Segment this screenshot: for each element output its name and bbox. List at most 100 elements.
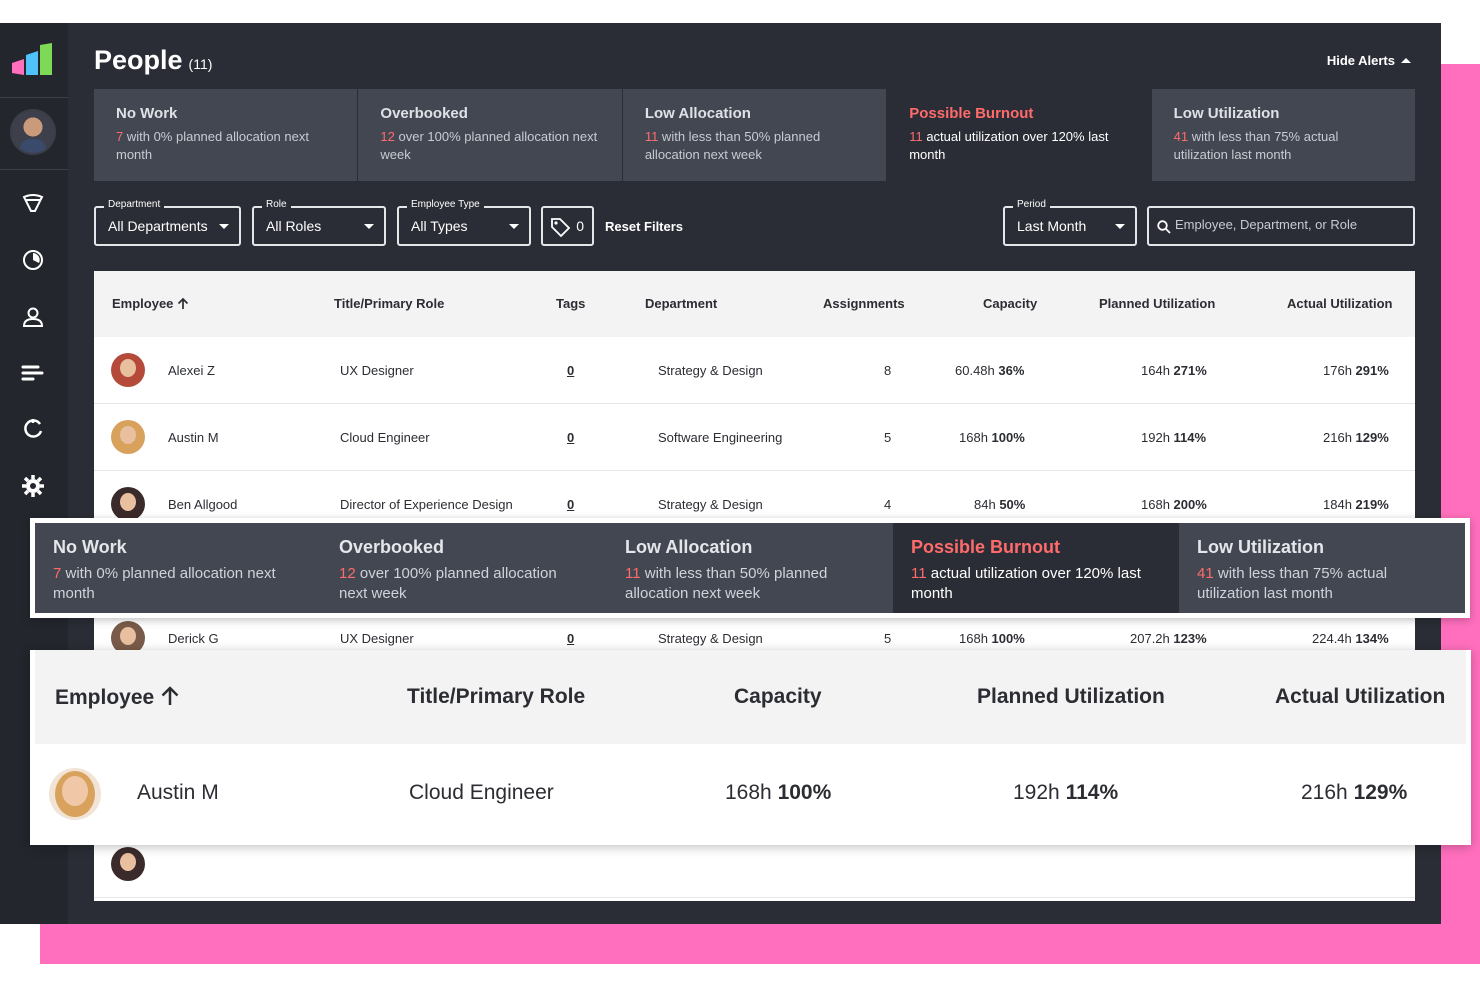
alert-card-possible-burnout[interactable]: Possible Burnout 11 actual utilization o… <box>893 523 1179 613</box>
chevron-down-icon <box>509 224 519 229</box>
capacity-hours: 60.48h <box>955 363 995 378</box>
alert-text: with less than 75% actual utilization la… <box>1173 129 1339 162</box>
column-header-planned[interactable]: Planned Utilization <box>977 685 1165 708</box>
alert-count: 11 <box>644 129 659 144</box>
tags-link[interactable]: 0 <box>567 631 575 646</box>
actual-hours: 216h <box>1323 430 1352 445</box>
hide-alerts-button[interactable]: Hide Alerts <box>1327 53 1411 68</box>
page-header: People (11) <box>94 45 212 76</box>
column-header-tags[interactable]: Tags <box>556 296 586 311</box>
column-header-capacity[interactable]: Capacity <box>734 685 822 708</box>
alert-title: Low Allocation <box>625 537 753 557</box>
alert-description: 41 with less than 75% actual utilization… <box>1197 564 1447 604</box>
column-header-planned[interactable]: Planned Utilization <box>1099 296 1216 311</box>
alert-description: 7 with 0% planned allocation next month <box>116 128 335 164</box>
capacity-hours: 168h <box>725 781 772 804</box>
capacity-hours: 168h <box>959 430 988 445</box>
employee-name[interactable]: Austin M <box>168 430 219 445</box>
alert-card-overbooked[interactable]: Overbooked 12 over 100% planned allocati… <box>321 523 607 613</box>
title-cell: Director of Experience Design <box>340 497 513 512</box>
period-label: Period <box>1013 199 1050 210</box>
table-row[interactable] <box>94 831 1415 898</box>
alert-description: 7 with 0% planned allocation next month <box>53 564 303 604</box>
department-label: Department <box>104 199 165 210</box>
column-header-actual[interactable]: Actual Utilization <box>1287 296 1393 311</box>
employee-name[interactable]: Alexei Z <box>168 363 215 378</box>
alert-description: 11 with less than 50% planned allocation… <box>625 564 875 604</box>
column-header-assignments[interactable]: Assignments <box>823 296 905 311</box>
column-header-employee[interactable]: Employee <box>55 685 180 710</box>
planned-cell: 207.2h 123% <box>1130 631 1207 646</box>
column-header-title[interactable]: Title/Primary Role <box>334 296 445 311</box>
capacity-percent: 100% <box>991 631 1025 646</box>
role-select[interactable]: Role All Roles <box>252 199 386 246</box>
chevron-down-icon <box>1115 224 1125 229</box>
avatar[interactable] <box>10 109 56 155</box>
bars-list-icon[interactable] <box>20 360 46 386</box>
alert-count: 41 <box>1173 129 1189 144</box>
alert-text: over 100% planned allocation next week <box>380 129 598 162</box>
gear-icon[interactable] <box>20 473 46 499</box>
table-row[interactable]: Austin M Cloud Engineer 0 Software Engin… <box>94 404 1415 471</box>
employee-name[interactable]: Derick G <box>168 631 219 646</box>
alert-title: Overbooked <box>339 537 445 557</box>
alert-title: Possible Burnout <box>909 105 1034 122</box>
alert-text: actual utilization over 120% last month <box>909 129 1109 162</box>
alert-card-low-allocation[interactable]: Low Allocation 11 with less than 50% pla… <box>607 523 893 613</box>
avatar <box>111 420 145 454</box>
alert-count: 7 <box>116 129 124 144</box>
department-select[interactable]: Department All Departments <box>94 199 241 246</box>
alert-description: 12 over 100% planned allocation next wee… <box>339 564 589 604</box>
alert-card-overbooked[interactable]: Overbooked 12 over 100% planned allocati… <box>358 89 623 181</box>
alert-title: Overbooked <box>380 105 468 122</box>
employee-name[interactable]: Austin M <box>137 781 219 804</box>
alert-title: Possible Burnout <box>911 537 1061 557</box>
column-header-department[interactable]: Department <box>645 296 718 311</box>
alert-card-low-utilization[interactable]: Low Utilization 41 with less than 75% ac… <box>1179 523 1465 613</box>
alert-text: actual utilization over 120% last month <box>911 565 1141 602</box>
planned-hours: 192h <box>1013 781 1060 804</box>
table-row[interactable]: Austin M Cloud Engineer 168h 100% 192h 1… <box>35 744 1466 845</box>
alert-card-no-work[interactable]: No Work 7 with 0% planned allocation nex… <box>94 89 359 181</box>
table-row[interactable]: Alexei Z UX Designer 0 Strategy & Design… <box>94 337 1415 404</box>
planned-percent: 271% <box>1173 363 1207 378</box>
actual-hours: 224.4h <box>1312 631 1352 646</box>
search-input[interactable] <box>1175 217 1405 232</box>
alert-card-low-utilization[interactable]: Low Utilization 41 with less than 75% ac… <box>1151 89 1416 181</box>
tags-link[interactable]: 0 <box>567 363 575 378</box>
column-header-capacity[interactable]: Capacity <box>983 296 1038 311</box>
capacity-hours: 84h <box>974 497 996 512</box>
caret-up-icon <box>1401 58 1411 63</box>
reset-filters-button[interactable]: Reset Filters <box>605 219 684 234</box>
reports-chart-icon[interactable] <box>20 247 46 273</box>
column-header-actual[interactable]: Actual Utilization <box>1275 685 1446 708</box>
avatar <box>111 353 145 387</box>
employee-name[interactable]: Ben Allgood <box>168 497 238 512</box>
filter-funnel-icon[interactable] <box>20 191 46 217</box>
department-cell: Strategy & Design <box>658 631 763 646</box>
tags-filter-button[interactable]: 0 <box>541 206 594 246</box>
person-icon[interactable] <box>20 304 46 330</box>
employee-type-label: Employee Type <box>407 199 484 210</box>
capacity-hours: 168h <box>959 631 988 646</box>
avatar <box>111 847 145 881</box>
column-header-employee[interactable]: Employee <box>112 296 189 311</box>
planned-hours: 164h <box>1141 363 1170 378</box>
period-select[interactable]: Period Last Month <box>1003 199 1137 246</box>
alert-card-low-allocation[interactable]: Low Allocation 11 with less than 50% pla… <box>622 89 888 181</box>
column-header-title[interactable]: Title/Primary Role <box>407 685 586 708</box>
alert-card-possible-burnout[interactable]: Possible Burnout 11 actual utilization o… <box>887 89 1152 181</box>
employee-type-select[interactable]: Employee Type All Types <box>397 199 531 246</box>
tag-icon <box>551 218 571 238</box>
actual-hours: 216h <box>1301 781 1348 804</box>
alert-card-no-work[interactable]: No Work 7 with 0% planned allocation nex… <box>35 523 321 613</box>
alert-description: 11 with less than 50% planned allocation… <box>645 128 864 164</box>
sync-circle-icon[interactable] <box>20 416 46 442</box>
logo-icon[interactable] <box>10 41 56 81</box>
tags-link[interactable]: 0 <box>567 497 575 512</box>
department-cell: Strategy & Design <box>658 497 763 512</box>
capacity-percent: 100% <box>777 781 832 804</box>
actual-percent: 129% <box>1355 430 1389 445</box>
tags-link[interactable]: 0 <box>567 430 575 445</box>
capacity-percent: 50% <box>999 497 1026 512</box>
